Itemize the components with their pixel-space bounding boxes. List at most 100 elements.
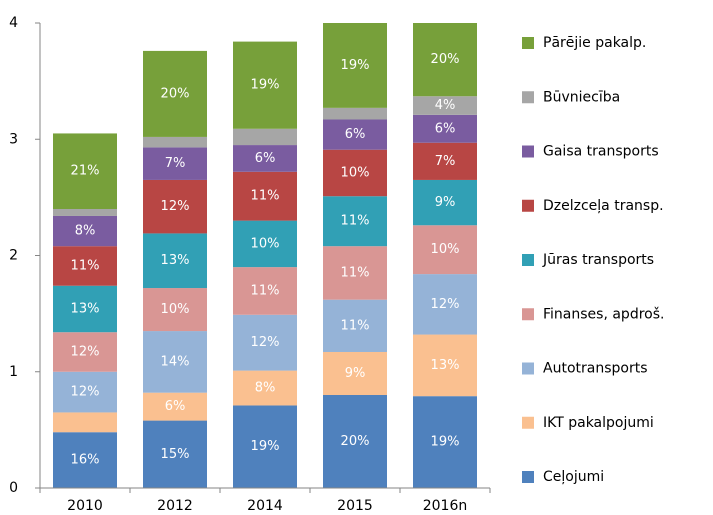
segment-label: 13%: [161, 253, 190, 268]
legend-label: Autotransports: [543, 361, 648, 377]
segment-label: 11%: [251, 283, 280, 298]
segment-label: 11%: [341, 214, 370, 229]
segment-label: 8%: [75, 224, 96, 239]
bar-segment: [53, 246, 117, 286]
legend-swatch: [522, 91, 534, 104]
x-tick-label: 2014: [247, 498, 283, 514]
segment-label: 12%: [71, 385, 100, 400]
bar-segment: [413, 142, 477, 180]
bar-segment: [413, 225, 477, 275]
bar-segment: [233, 145, 297, 172]
x-tick-label: 2010: [67, 498, 103, 514]
legend-swatch: [522, 416, 534, 429]
x-tick-label: 2015: [337, 498, 373, 514]
bar-segment: [413, 179, 477, 226]
bar-segment: [413, 23, 477, 97]
segment-label: 13%: [431, 358, 460, 373]
segment-label: 11%: [71, 258, 100, 273]
bar-segment: [53, 432, 117, 488]
segment-label: 21%: [71, 164, 100, 179]
bar-segment: [233, 171, 297, 221]
bar-segment: [323, 119, 387, 150]
segment-label: 12%: [251, 335, 280, 350]
legend-label: Dzelzceļa transp.: [543, 198, 664, 214]
legend-label: IKT pakalpojumi: [543, 415, 654, 431]
bar-segment: [323, 196, 387, 247]
bar-segment: [143, 392, 207, 421]
bar-segment: [143, 331, 207, 393]
bar-segment: [53, 332, 117, 372]
bar-segment: [143, 136, 207, 148]
segment-label: 16%: [71, 453, 100, 468]
legend-label: Būvniecība: [543, 89, 620, 105]
legend-swatch: [522, 471, 534, 483]
bar-segment: [413, 114, 477, 143]
bar-segment: [233, 370, 297, 406]
y-tick-label: 3: [9, 131, 18, 147]
bar-segment: [323, 351, 387, 395]
legend-label: Gaisa transports: [543, 144, 659, 160]
bar-segment: [53, 285, 117, 333]
bar-segment: [143, 50, 207, 137]
bar-segment: [53, 209, 117, 216]
segment-label: 19%: [251, 78, 280, 93]
segment-label: 12%: [161, 199, 190, 214]
segment-label: 6%: [165, 399, 186, 414]
segment-label: 14%: [161, 354, 190, 369]
segment-label: 13%: [71, 301, 100, 316]
segment-label: 19%: [251, 439, 280, 454]
bar-segment: [233, 314, 297, 371]
segment-label: 11%: [251, 189, 280, 204]
legend-swatch: [522, 362, 534, 375]
segment-label: 9%: [345, 366, 366, 381]
bar-segment: [143, 288, 207, 332]
segment-label: 8%: [255, 381, 276, 396]
y-tick-label: 1: [9, 364, 18, 380]
bar-segment: [143, 147, 207, 180]
segment-label: 20%: [431, 52, 460, 67]
legend-swatch: [522, 145, 534, 158]
y-tick-label: 2: [9, 248, 18, 264]
segment-label: 7%: [435, 154, 456, 169]
legend-swatch: [522, 308, 534, 321]
bar-segment: [53, 412, 117, 433]
bar-segment: [413, 334, 477, 397]
bar-segment: [143, 233, 207, 289]
bar-segment: [323, 299, 387, 352]
segment-label: 6%: [345, 127, 366, 142]
bar-segment: [413, 396, 477, 488]
x-tick-label: 2012: [157, 498, 193, 514]
plot-area: [53, 23, 477, 488]
segment-label: 7%: [165, 156, 186, 171]
legend-swatch: [522, 199, 534, 212]
legend-label: Finanses, apdroš.: [543, 306, 664, 322]
segment-label: 9%: [435, 195, 456, 210]
segment-label: 6%: [435, 121, 456, 136]
legend-label: Ceļojumi: [543, 469, 604, 485]
segment-label: 11%: [341, 265, 370, 280]
bar-segment: [233, 220, 297, 268]
bar-segment: [413, 96, 477, 115]
bar-segment: [233, 405, 297, 488]
bar-segment: [53, 371, 117, 413]
bar-segment: [323, 246, 387, 300]
bar-segment: [143, 179, 207, 234]
segment-label: 19%: [431, 435, 460, 450]
bar-segment: [323, 107, 387, 120]
segment-label: 4%: [435, 98, 456, 113]
bar-segment: [323, 23, 387, 108]
x-tick-label: 2016n: [423, 498, 468, 514]
bar-segment: [233, 128, 297, 146]
segment-label: 10%: [341, 165, 370, 180]
bar-segment: [53, 133, 117, 209]
bar-segment: [143, 420, 207, 488]
segment-label: 19%: [341, 58, 370, 73]
segment-label: 10%: [161, 302, 190, 317]
segment-label: 20%: [161, 86, 190, 101]
y-tick-label: 4: [9, 15, 18, 31]
bar-segment: [323, 149, 387, 197]
segment-label: 15%: [161, 447, 190, 462]
bar-segment: [233, 267, 297, 315]
y-tick-label: 0: [9, 480, 18, 496]
